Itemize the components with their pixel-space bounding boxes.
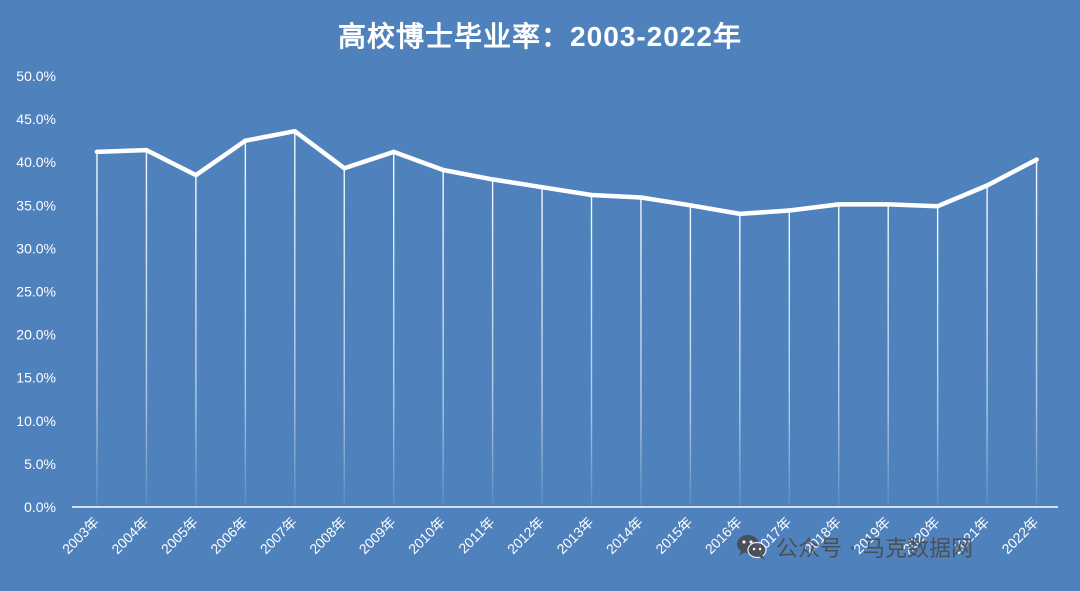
- drop-line: [294, 131, 296, 507]
- drop-line: [838, 204, 840, 508]
- drop-line: [491, 179, 494, 507]
- data-point: [490, 177, 495, 182]
- x-tick-label: 2007年: [257, 514, 300, 557]
- data-point: [737, 211, 743, 217]
- drop-line: [887, 204, 889, 508]
- y-tick-label: 15.0%: [16, 370, 56, 386]
- drop-line: [590, 194, 593, 507]
- data-point: [440, 167, 446, 173]
- y-tick-label: 20.0%: [16, 327, 56, 343]
- drop-line: [96, 151, 98, 507]
- drop-line: [788, 210, 790, 508]
- data-point: [1034, 157, 1039, 162]
- data-point: [638, 195, 644, 200]
- x-tick-label: 2014年: [603, 514, 646, 557]
- x-tick-label: 2003年: [59, 514, 102, 557]
- y-tick-label: 35.0%: [16, 197, 56, 213]
- drop-line: [343, 168, 345, 507]
- drop-line: [986, 185, 988, 507]
- data-point: [94, 149, 100, 155]
- data-point: [391, 149, 396, 155]
- drop-line: [936, 206, 939, 508]
- y-tick-label: 30.0%: [16, 240, 56, 256]
- drop-line: [739, 213, 741, 508]
- series-group: [94, 128, 1039, 217]
- drop-line: [640, 197, 642, 508]
- x-tick-label: 2009年: [356, 514, 399, 557]
- x-tick-label: 2015年: [652, 514, 695, 557]
- drop-line: [195, 175, 197, 507]
- data-point: [292, 128, 297, 134]
- data-point: [342, 166, 347, 171]
- x-tick-label: 2022年: [998, 514, 1041, 557]
- data-point: [984, 183, 990, 188]
- x-tick-label: 2011年: [455, 514, 498, 557]
- drop-line: [393, 151, 395, 507]
- data-point: [539, 184, 545, 190]
- x-tick-label: 2005年: [158, 514, 201, 557]
- drop-line: [689, 205, 692, 508]
- y-tick-label: 10.0%: [16, 413, 56, 429]
- x-tick-label: 2012年: [504, 514, 547, 557]
- y-tick-label: 25.0%: [16, 284, 56, 300]
- x-tick-label: 2008年: [306, 514, 349, 557]
- x-tick-label: 2013年: [553, 514, 596, 557]
- data-point: [886, 202, 891, 207]
- drop-line: [541, 187, 543, 507]
- y-tick-label: 40.0%: [16, 154, 56, 170]
- data-point: [193, 172, 199, 178]
- y-tick-label: 5.0%: [24, 456, 56, 472]
- x-tick-label: 2006年: [207, 514, 250, 557]
- drop-line: [442, 169, 444, 507]
- y-tick-label: 50.0%: [16, 68, 56, 84]
- drop-line: [244, 140, 247, 507]
- drop-lines: [96, 131, 1038, 508]
- data-point: [836, 202, 841, 207]
- y-tick-label: 45.0%: [16, 111, 56, 127]
- x-tick-label: 2010年: [405, 514, 448, 557]
- data-point: [935, 203, 940, 209]
- watermark-text: 公众号 · 马克数据网: [776, 537, 973, 562]
- drop-line: [1035, 159, 1038, 507]
- watermark: 公众号 · 马克数据网: [736, 531, 973, 563]
- drop-line: [145, 150, 148, 507]
- data-point: [787, 208, 792, 213]
- data-point: [144, 147, 149, 153]
- data-point: [688, 203, 693, 208]
- chart-title: 高校博士毕业率：2003-2022年: [338, 20, 742, 52]
- data-point: [243, 138, 248, 143]
- y-tick-label: 0.0%: [24, 499, 56, 515]
- series-line: [94, 128, 1039, 217]
- wechat-icon: [737, 535, 767, 560]
- data-point: [589, 192, 594, 198]
- y-axis: 0.0% 5.0% 10.0% 15.0% 20.0% 25.0% 30.0% 35.0% 40…: [16, 68, 56, 515]
- x-tick-label: 2004年: [108, 514, 151, 557]
